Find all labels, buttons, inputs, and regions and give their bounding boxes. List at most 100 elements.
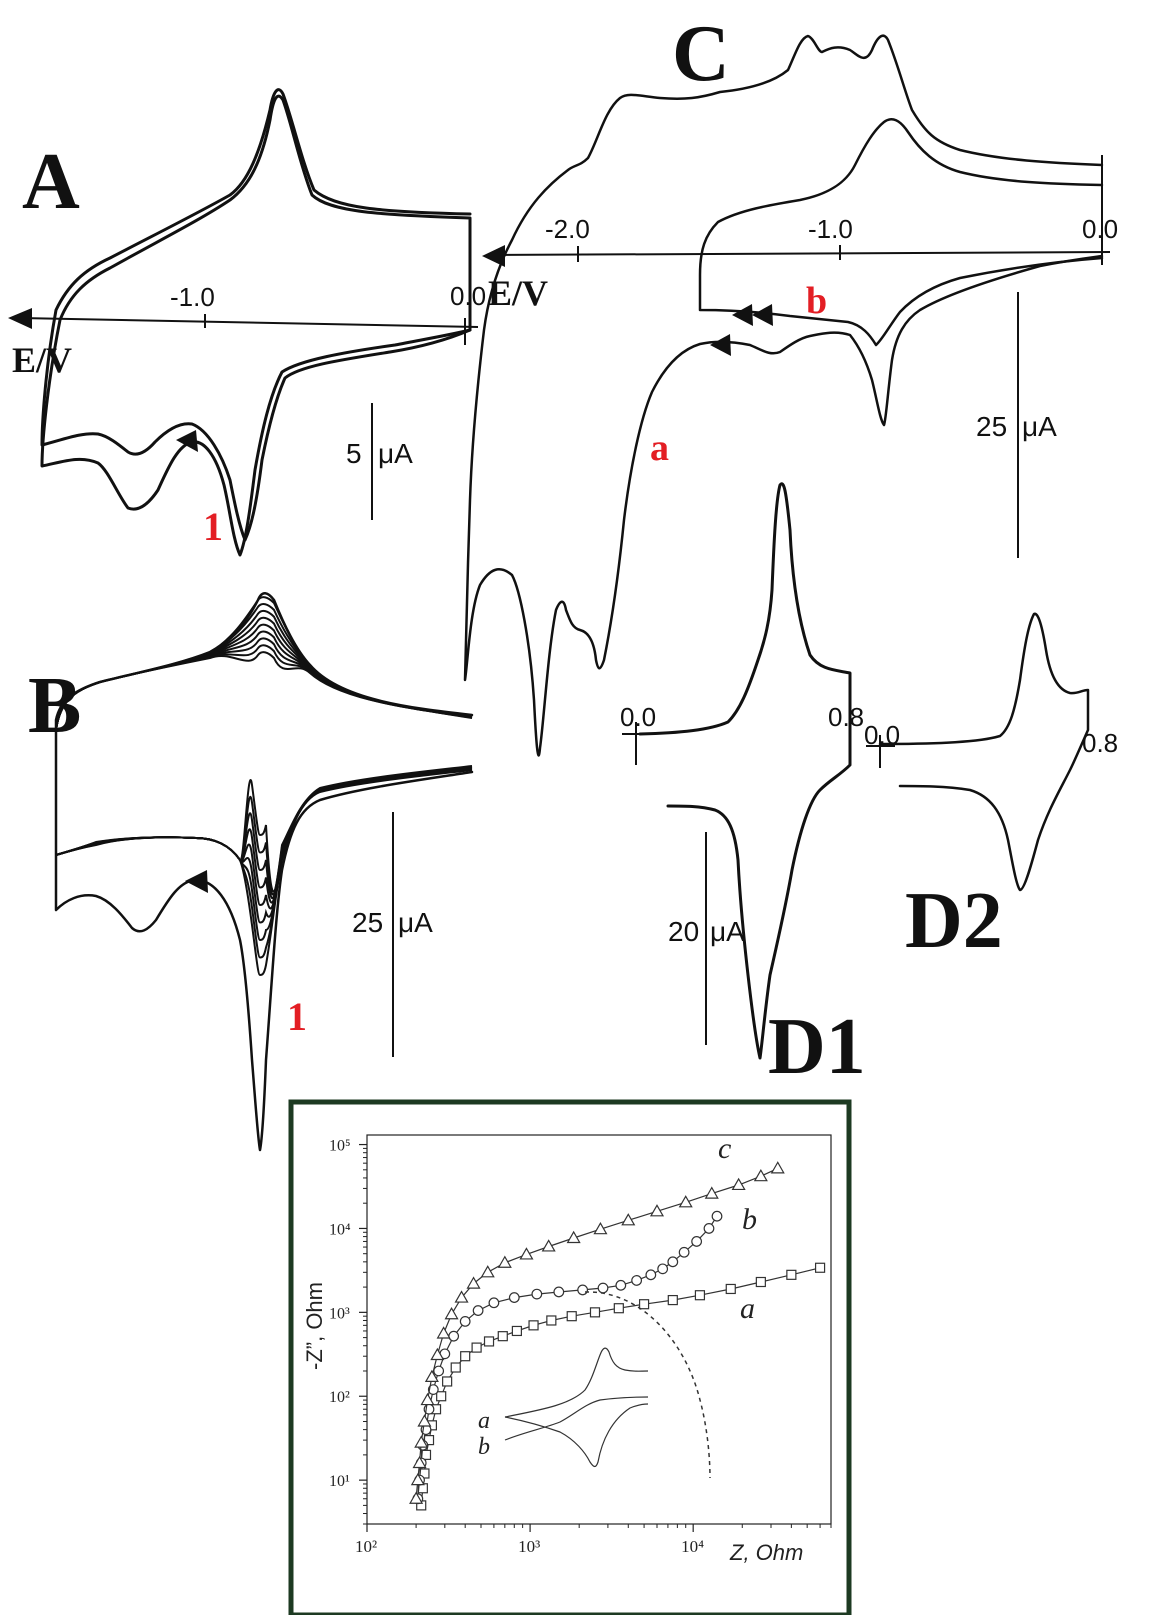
- inset-plot-area: [366, 1134, 832, 1525]
- inset-y-tick-label: 10⁵: [329, 1138, 351, 1155]
- inset-series-b-point: [553, 1286, 565, 1298]
- inset-series-c-point: [678, 1195, 693, 1208]
- panel-a-scale-value: 5: [346, 438, 362, 469]
- inset-y-tick-label: 10⁴: [329, 1221, 351, 1238]
- inset-series-a-point: [528, 1320, 539, 1331]
- panel-d1-scale-value: 20: [668, 916, 699, 947]
- inset-series-c-point: [649, 1204, 665, 1217]
- inset-series-c-point: [409, 1491, 424, 1504]
- panel-b-scale-unit: μA: [398, 907, 433, 938]
- inset-series-c-point: [410, 1472, 425, 1486]
- inset-series-b-point: [645, 1269, 657, 1281]
- inset-series-c-point: [753, 1168, 768, 1182]
- inset-series-b-point: [691, 1236, 703, 1247]
- inset-y-tick-label: 10³: [329, 1305, 350, 1322]
- inset-series-a-point: [814, 1262, 826, 1273]
- inset-series-label-b: b: [742, 1203, 757, 1236]
- panel-d1-tick-label-0: 0.0: [620, 702, 656, 732]
- inset-series-c-point: [731, 1177, 746, 1191]
- panel-c-arrow-a: [710, 334, 731, 356]
- panel-b-cycle-7: [55, 630, 473, 904]
- panel-a-x-axis-arrowhead: [8, 308, 32, 329]
- inset-dashed-fit: [584, 1291, 711, 1479]
- inset-series-c-point: [704, 1186, 719, 1199]
- inset-series-a-point: [460, 1351, 471, 1362]
- panel-c-arrow-b-2: [752, 304, 773, 326]
- panel-c: C -2.0 -1.0 0.0 E/V a b 25 μA: [463, 10, 1118, 757]
- panel-b-curve-1: [54, 592, 474, 1152]
- panel-d2-tick-label-08: 0.8: [1082, 728, 1118, 758]
- inset-series-a-point: [786, 1269, 797, 1280]
- inset-series-c-point: [424, 1369, 439, 1383]
- panel-b-scale-value: 25: [352, 907, 383, 938]
- inset-series-a-point: [546, 1315, 557, 1326]
- inset-series-b-point: [667, 1256, 679, 1268]
- panel-d1-tick-label-08: 0.8: [828, 702, 864, 732]
- panel-a-letter: A: [22, 138, 80, 226]
- inset-series-b-point: [657, 1263, 669, 1275]
- panel-c-label-b: b: [806, 280, 827, 322]
- panel-b-cycle-10: [55, 651, 473, 893]
- inset-series-a-point: [694, 1290, 706, 1301]
- inset-series-c-point: [621, 1213, 636, 1226]
- panel-b: B 25 μA 1: [28, 592, 474, 1152]
- panel-b-cycle-9: [55, 644, 473, 896]
- inset-series-c-point: [454, 1290, 469, 1303]
- inset-series-c-point: [436, 1326, 451, 1339]
- inset-series-c-point: [541, 1239, 556, 1252]
- inset-y-tick-label: 10¹: [329, 1473, 350, 1490]
- panel-c-tick-label-minus1: -1.0: [808, 214, 853, 244]
- inset-series-a-point: [483, 1336, 495, 1347]
- inset-xlabel: Z, Ohm: [729, 1540, 803, 1565]
- inset-cv-label-a: a: [478, 1408, 490, 1434]
- inset-series-b-point: [703, 1223, 715, 1234]
- inset-series-a-point: [755, 1276, 766, 1288]
- inset-series-b-point: [615, 1279, 627, 1291]
- inset-series-a-point: [511, 1325, 522, 1337]
- inset-series-b-point: [472, 1305, 484, 1316]
- inset-x-tick-label: 10³: [518, 1537, 540, 1556]
- inset-series-b-point: [448, 1330, 460, 1342]
- panel-a-direction-arrow: [176, 430, 198, 452]
- inset-series-a-point: [725, 1283, 736, 1295]
- inset-series-a-point: [497, 1331, 508, 1342]
- panel-d2: 0.0 0.8 D2: [864, 612, 1118, 965]
- inset-series-b-point: [631, 1275, 643, 1286]
- panel-c-letter: C: [672, 10, 730, 98]
- inset-series-b-point: [711, 1210, 723, 1222]
- inset-series-a-point: [471, 1342, 482, 1353]
- panel-a-x-axis: [19, 317, 479, 328]
- inset-series-c-point: [444, 1307, 459, 1320]
- panel-b-curve-label: 1: [287, 994, 307, 1039]
- panel-b-letter: B: [28, 662, 81, 750]
- inset-series-a-point: [589, 1307, 601, 1318]
- inset-series-a-point: [613, 1303, 624, 1314]
- panel-b-cycle-5: [55, 616, 473, 924]
- panel-c-label-a: a: [650, 427, 669, 469]
- inset-series-b-point: [459, 1315, 471, 1327]
- panel-a-tick-label-minus1: -1.0: [170, 282, 215, 312]
- panel-a-xlabel: E/V: [12, 340, 72, 380]
- panel-d1-scale-unit: μA: [710, 916, 745, 947]
- inset-series-label-c: c: [718, 1132, 731, 1165]
- inset-series-a-point: [436, 1391, 447, 1402]
- inset-ylabel: -Z”, Ohm: [302, 1282, 327, 1370]
- panel-c-x-axis-arrowhead: [482, 245, 505, 267]
- panel-c-scale-unit: μA: [1022, 411, 1057, 442]
- inset-series-c-point: [480, 1265, 495, 1278]
- inset-frame: [288, 1099, 852, 1615]
- inset-series-c-point: [566, 1230, 581, 1244]
- panel-b-direction-arrow: [185, 870, 208, 893]
- inset-cv-curve-b: [504, 1396, 649, 1441]
- panel-d1-curve: [638, 482, 852, 1060]
- panel-c-tick-label-minus2: -2.0: [545, 214, 590, 244]
- inset-ticks: 10² 10³ 10⁴ 10¹ 10² 10³ 10⁴ 10⁵: [329, 1138, 832, 1556]
- inset-cv-curve-a: [504, 1347, 649, 1418]
- inset-series-b-point: [488, 1297, 500, 1309]
- panel-d2-letter: D2: [905, 877, 1003, 965]
- inset-series-b-point: [678, 1246, 690, 1258]
- panel-inset: 10² 10³ 10⁴ 10¹ 10² 10³ 10⁴ 10⁵ a b c b a Z, Oh…: [288, 1099, 852, 1615]
- inset-series-b-point: [577, 1284, 589, 1296]
- panel-b-cycles: [55, 596, 473, 977]
